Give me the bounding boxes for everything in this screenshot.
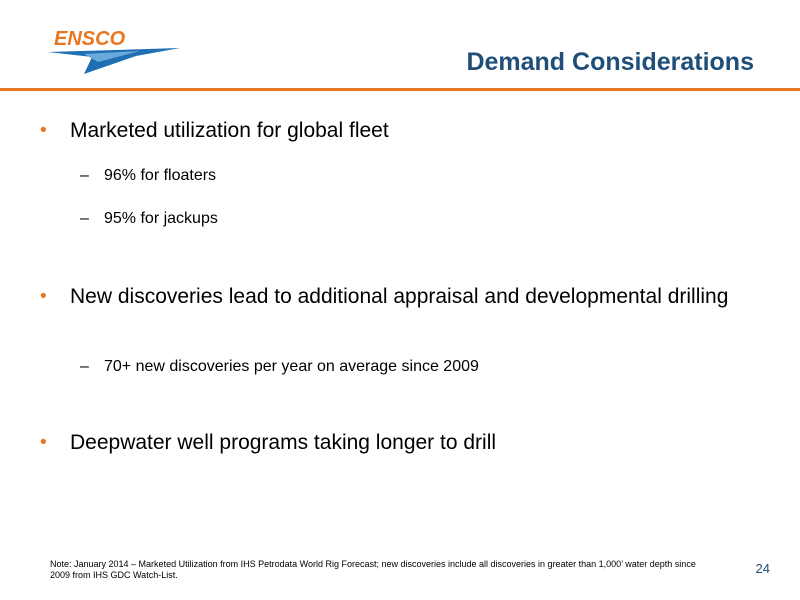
bullet-item-3: • Deepwater well programs taking longer … (40, 430, 750, 456)
logo-swoosh-highlight (84, 51, 140, 62)
bullet-marker: • (40, 286, 47, 307)
sub-marker: – (80, 358, 89, 375)
bullet-item-1: • Marketed utilization for global fleet (40, 118, 750, 144)
sub-marker: – (80, 210, 89, 227)
sub-text: 96% for floaters (104, 167, 217, 184)
bullet-marker: • (40, 120, 47, 141)
bullet-text: Marketed utilization for global fleet (70, 119, 389, 142)
footnote: Note: January 2014 – Marketed Utilizatio… (50, 559, 696, 580)
logo-text: ENSCO (54, 28, 126, 50)
sub-marker: – (80, 167, 89, 184)
sub-text: 95% for jackups (104, 210, 218, 227)
sub-item-1-2: –95% for jackups (80, 209, 218, 229)
ensco-logo: ENSCO (48, 28, 180, 74)
bullet-text: Deepwater well programs taking longer to… (70, 431, 497, 454)
page-number: 24 (755, 561, 770, 576)
sub-item-1-1: –96% for floaters (80, 166, 216, 186)
bullet-item-2: • New discoveries lead to additional app… (40, 284, 750, 310)
bullet-text: New discoveries lead to additional appra… (70, 285, 729, 308)
sub-text: 70+ new discoveries per year on average … (104, 358, 479, 375)
sub-item-2-1: –70+ new discoveries per year on average… (80, 357, 479, 377)
title-divider (0, 88, 800, 91)
slide-title: Demand Considerations (466, 48, 754, 76)
bullet-marker: • (40, 432, 47, 453)
logo-swoosh-shape (48, 48, 180, 74)
